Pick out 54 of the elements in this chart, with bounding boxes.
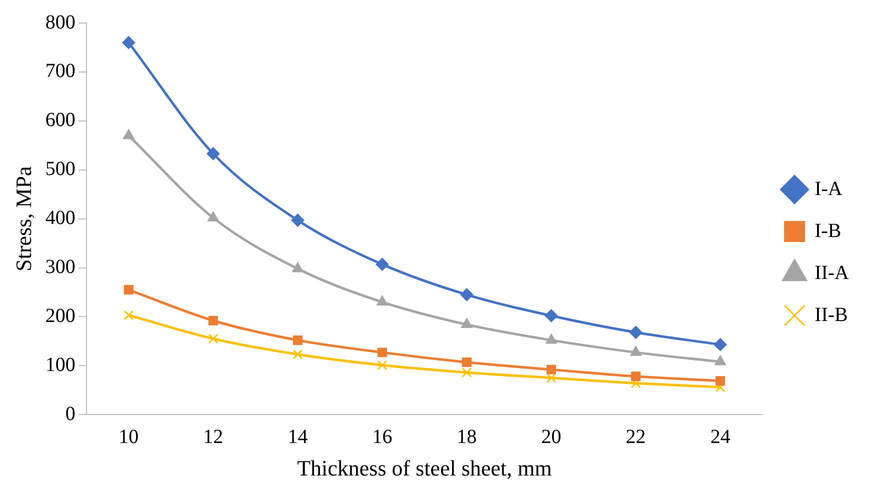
y-tick-label: 600 (45, 109, 76, 132)
point (376, 258, 389, 271)
y-tick-label: 500 (45, 158, 76, 180)
point (716, 376, 726, 386)
point (124, 310, 134, 320)
point (630, 346, 642, 356)
x-tick-label: 24 (710, 426, 730, 448)
x-tick-label: 14 (288, 426, 308, 448)
point (208, 334, 218, 344)
x-tick-label: 18 (456, 426, 477, 448)
legend-label: I-A (814, 178, 843, 200)
legend-label: I-B (814, 220, 842, 242)
point (377, 360, 388, 370)
y-tick-label: 0 (65, 402, 76, 425)
x-tick-label: 22 (626, 426, 646, 448)
y-tick-label: 800 (45, 11, 76, 34)
x-tick-label: 16 (372, 426, 392, 448)
y-tick-label: 400 (45, 207, 76, 230)
point (208, 316, 218, 326)
point (630, 378, 641, 388)
point (544, 309, 558, 322)
x-tick-label: 20 (541, 426, 562, 448)
point (714, 355, 726, 366)
point (546, 372, 556, 383)
point (292, 262, 304, 272)
legend-label: II-A (814, 262, 850, 284)
point (207, 211, 219, 222)
point (629, 326, 642, 339)
y-tick-label: 100 (45, 354, 76, 376)
point (460, 288, 474, 302)
y-tick-label: 200 (45, 304, 76, 327)
point (714, 338, 727, 352)
point (546, 334, 557, 344)
point (377, 348, 387, 358)
point (292, 349, 303, 360)
point (631, 372, 641, 382)
point (376, 296, 388, 306)
y-tick-label: 700 (45, 60, 76, 82)
x-tick-label: 12 (203, 426, 224, 448)
point (461, 318, 472, 328)
point (292, 335, 302, 345)
y-tick-label: 300 (45, 256, 76, 278)
point (462, 357, 472, 367)
point (122, 129, 134, 140)
x-axis-title: Thickness of steel sheet, mm (297, 456, 552, 481)
point (206, 147, 220, 160)
point (291, 214, 304, 227)
point (462, 368, 472, 378)
point (122, 36, 136, 50)
legend-label: II-B (814, 304, 848, 326)
y-axis-title: Stress, MPa (10, 166, 36, 272)
x-tick-label: 10 (118, 426, 139, 448)
point (546, 364, 556, 374)
point (124, 285, 134, 295)
